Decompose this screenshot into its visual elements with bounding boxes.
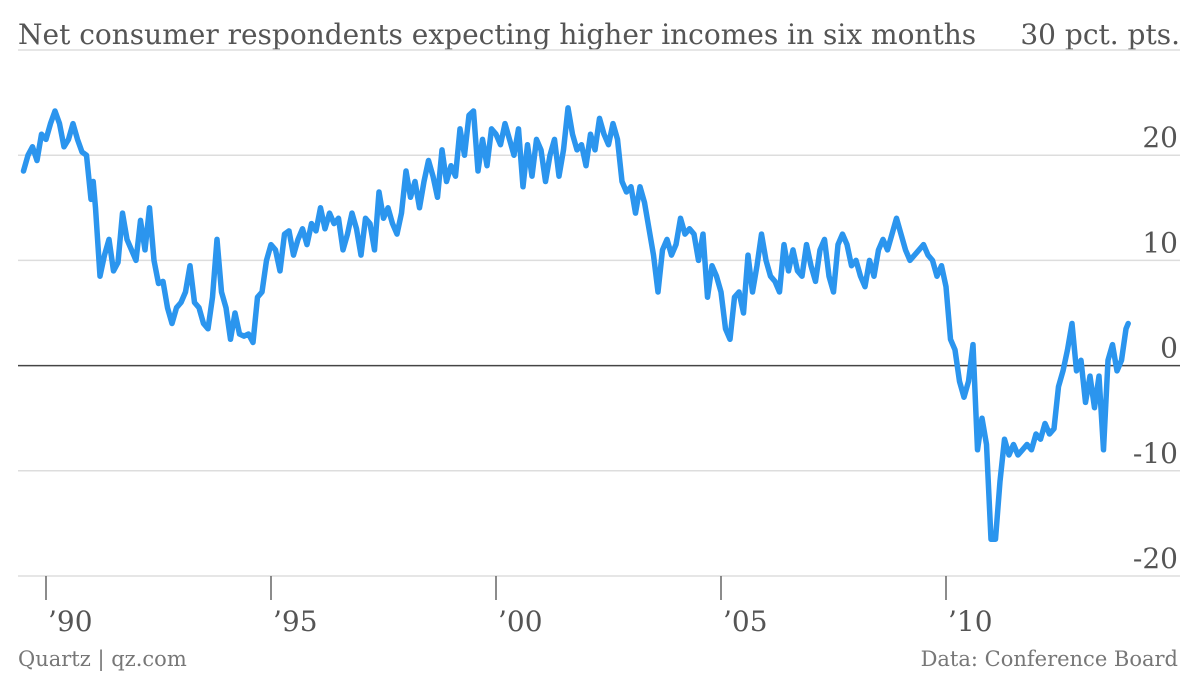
- y-axis-unit-label: 30 pct. pts.: [1020, 18, 1180, 51]
- x-tick-label: ’95: [273, 605, 318, 638]
- x-axis-tick-labels: ’90 ’95 ’00 ’05 ’10: [48, 605, 993, 638]
- y-axis-tick-labels: -20 -10 0 10 20: [1133, 121, 1178, 575]
- x-tick-label: ’05: [723, 605, 768, 638]
- x-axis-ticks: [45, 576, 947, 600]
- chart-title: Net consumer respondents expecting highe…: [18, 18, 976, 51]
- y-tick-label: 20: [1142, 121, 1178, 154]
- gridlines: [18, 49, 1180, 577]
- footer-source-left: Quartz | qz.com: [18, 647, 187, 672]
- x-tick-label: ’90: [48, 605, 93, 638]
- y-tick-label: 10: [1142, 226, 1178, 259]
- y-tick-label: -10: [1133, 437, 1178, 470]
- footer-source-right: Data: Conference Board: [921, 647, 1178, 671]
- series-group: [20, 105, 1131, 542]
- y-tick-label: 0: [1160, 332, 1178, 365]
- series-line: [20, 105, 1131, 542]
- x-tick-label: ’10: [948, 605, 993, 638]
- x-tick-label: ’00: [498, 605, 543, 638]
- y-tick-label: -20: [1133, 542, 1178, 575]
